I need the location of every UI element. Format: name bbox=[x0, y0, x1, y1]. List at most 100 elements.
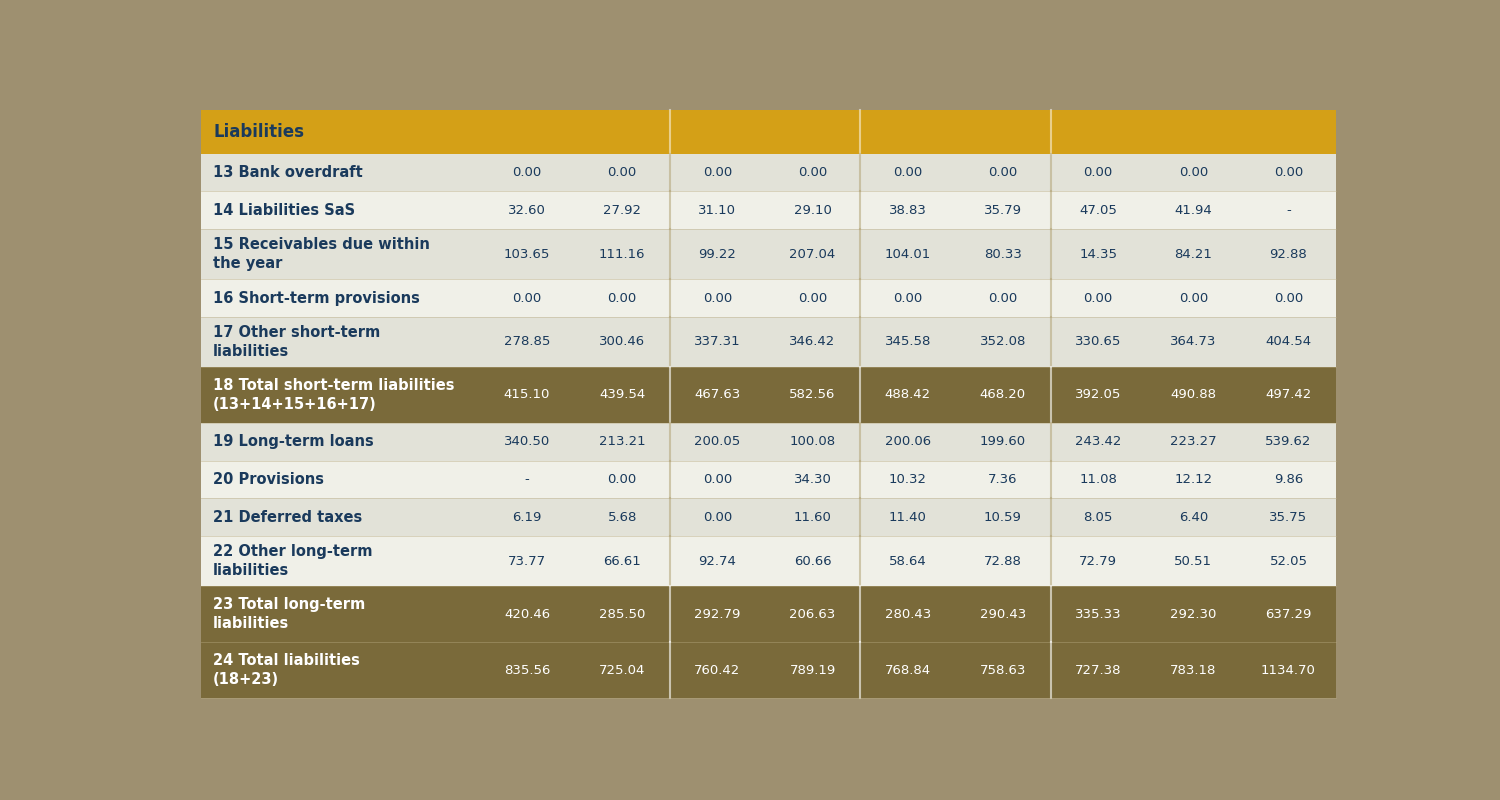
Text: 111.16: 111.16 bbox=[598, 248, 645, 261]
Bar bbox=[201, 586, 480, 642]
Bar bbox=[765, 536, 859, 586]
Text: 352.08: 352.08 bbox=[980, 335, 1026, 348]
Bar bbox=[1240, 317, 1336, 367]
Text: 300.46: 300.46 bbox=[598, 335, 645, 348]
Text: 47.05: 47.05 bbox=[1078, 204, 1118, 217]
Text: 340.50: 340.50 bbox=[504, 435, 550, 448]
Bar bbox=[1050, 642, 1146, 698]
Bar bbox=[1240, 367, 1336, 423]
Bar bbox=[201, 642, 480, 698]
Bar bbox=[859, 317, 956, 367]
Bar bbox=[1146, 317, 1240, 367]
Text: 6.40: 6.40 bbox=[1179, 510, 1208, 524]
Text: 467.63: 467.63 bbox=[694, 388, 741, 402]
Text: 0.00: 0.00 bbox=[704, 166, 732, 179]
Text: 84.21: 84.21 bbox=[1174, 248, 1212, 261]
Text: 760.42: 760.42 bbox=[694, 664, 741, 677]
Text: 0.00: 0.00 bbox=[608, 473, 638, 486]
Bar bbox=[956, 317, 1050, 367]
Bar bbox=[670, 110, 765, 154]
Text: 9.86: 9.86 bbox=[1274, 473, 1304, 486]
Text: 29.10: 29.10 bbox=[794, 204, 831, 217]
Text: 0.00: 0.00 bbox=[1083, 166, 1113, 179]
Bar bbox=[480, 279, 574, 317]
Bar bbox=[1146, 536, 1240, 586]
Text: 50.51: 50.51 bbox=[1174, 554, 1212, 568]
Bar bbox=[1050, 230, 1146, 279]
Bar bbox=[670, 423, 765, 461]
Text: 0.00: 0.00 bbox=[798, 291, 826, 305]
Bar bbox=[670, 536, 765, 586]
Bar bbox=[1146, 461, 1240, 498]
Text: 0.00: 0.00 bbox=[704, 291, 732, 305]
Bar bbox=[765, 191, 859, 230]
Text: 0.00: 0.00 bbox=[704, 510, 732, 524]
Text: 330.65: 330.65 bbox=[1076, 335, 1122, 348]
Text: 637.29: 637.29 bbox=[1266, 608, 1311, 621]
Text: 278.85: 278.85 bbox=[504, 335, 550, 348]
Bar bbox=[859, 498, 956, 536]
Text: 7.36: 7.36 bbox=[988, 473, 1017, 486]
Bar bbox=[1050, 536, 1146, 586]
Bar bbox=[765, 110, 859, 154]
Text: 0.00: 0.00 bbox=[608, 291, 638, 305]
Text: 99.22: 99.22 bbox=[699, 248, 736, 261]
Bar bbox=[574, 642, 670, 698]
Bar bbox=[1050, 279, 1146, 317]
Bar bbox=[765, 317, 859, 367]
Bar bbox=[956, 642, 1050, 698]
Text: 13 Bank overdraft: 13 Bank overdraft bbox=[213, 165, 363, 180]
Bar bbox=[1240, 586, 1336, 642]
Text: 41.94: 41.94 bbox=[1174, 204, 1212, 217]
Bar bbox=[1240, 230, 1336, 279]
Bar bbox=[1240, 498, 1336, 536]
Bar bbox=[480, 317, 574, 367]
Bar bbox=[765, 461, 859, 498]
Text: 200.05: 200.05 bbox=[694, 435, 741, 448]
Bar bbox=[1146, 642, 1240, 698]
Text: 32.60: 32.60 bbox=[509, 204, 546, 217]
Bar bbox=[201, 423, 480, 461]
Bar bbox=[574, 461, 670, 498]
Text: 104.01: 104.01 bbox=[885, 248, 932, 261]
Bar bbox=[1050, 317, 1146, 367]
Text: 80.33: 80.33 bbox=[984, 248, 1022, 261]
Text: Liabilities: Liabilities bbox=[213, 122, 304, 141]
Text: 490.88: 490.88 bbox=[1170, 388, 1216, 402]
Text: 285.50: 285.50 bbox=[598, 608, 645, 621]
Bar bbox=[1240, 461, 1336, 498]
Text: 100.08: 100.08 bbox=[789, 435, 836, 448]
Text: 21 Deferred taxes: 21 Deferred taxes bbox=[213, 510, 363, 525]
Bar bbox=[480, 498, 574, 536]
Bar bbox=[574, 230, 670, 279]
Text: 17 Other short-term
liabilities: 17 Other short-term liabilities bbox=[213, 325, 381, 359]
Text: 292.30: 292.30 bbox=[1170, 608, 1216, 621]
Bar bbox=[1050, 154, 1146, 191]
Bar bbox=[1240, 536, 1336, 586]
Bar bbox=[765, 423, 859, 461]
Bar bbox=[1050, 191, 1146, 230]
Text: 0.00: 0.00 bbox=[988, 291, 1017, 305]
Bar bbox=[1146, 191, 1240, 230]
Bar bbox=[1050, 586, 1146, 642]
Bar bbox=[956, 279, 1050, 317]
Bar bbox=[765, 154, 859, 191]
Text: 15 Receivables due within
the year: 15 Receivables due within the year bbox=[213, 237, 430, 271]
Bar bbox=[1050, 367, 1146, 423]
Text: 16 Short-term provisions: 16 Short-term provisions bbox=[213, 290, 420, 306]
Bar bbox=[1240, 191, 1336, 230]
Bar bbox=[670, 586, 765, 642]
Bar bbox=[574, 317, 670, 367]
Bar bbox=[670, 461, 765, 498]
Text: 35.75: 35.75 bbox=[1269, 510, 1308, 524]
Text: 392.05: 392.05 bbox=[1076, 388, 1122, 402]
Text: 0.00: 0.00 bbox=[1179, 166, 1208, 179]
Text: 199.60: 199.60 bbox=[980, 435, 1026, 448]
Text: 58.64: 58.64 bbox=[890, 554, 927, 568]
Bar bbox=[574, 191, 670, 230]
Bar bbox=[480, 191, 574, 230]
Text: 92.74: 92.74 bbox=[699, 554, 736, 568]
Bar bbox=[956, 230, 1050, 279]
Text: 468.20: 468.20 bbox=[980, 388, 1026, 402]
Bar bbox=[480, 586, 574, 642]
